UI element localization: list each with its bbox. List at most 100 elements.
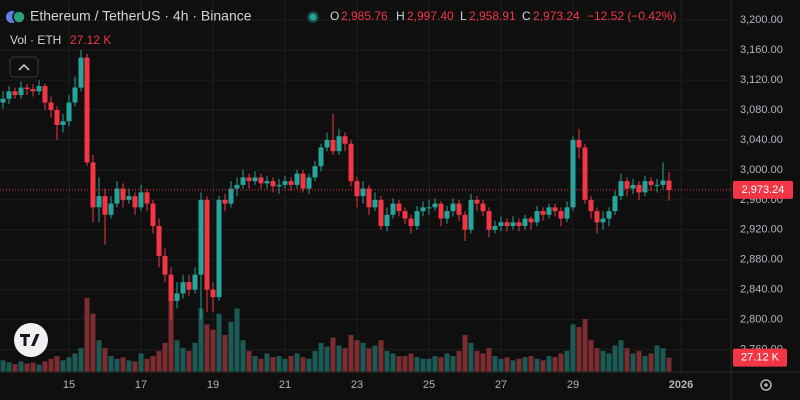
volume-bar <box>570 324 576 372</box>
volume-bar <box>270 357 276 372</box>
candle-body <box>198 199 204 275</box>
candle-body <box>456 203 462 215</box>
candle-body <box>666 180 672 190</box>
volume-bar <box>312 350 318 372</box>
volume-bar <box>282 358 288 372</box>
volume-bar <box>492 356 498 372</box>
candle-body <box>294 173 300 185</box>
volume-bar <box>552 357 558 372</box>
candles <box>0 50 672 320</box>
volume-bar <box>30 362 36 372</box>
candle-body <box>78 57 84 88</box>
candle-body <box>354 181 360 197</box>
logo[interactable] <box>14 323 48 357</box>
volume-bar <box>444 353 450 372</box>
candle-body <box>90 162 96 208</box>
candle-body <box>546 207 552 215</box>
volume-bar <box>468 342 474 372</box>
y-tick-label: 2,800.00 <box>740 314 783 326</box>
candle-body <box>258 177 264 184</box>
x-tick-label: 23 <box>351 379 363 391</box>
axes: 3,200.00 3,160.00 3,120.00 3,080.00 3,040.00… <box>0 14 793 391</box>
volume-last-box <box>733 348 787 367</box>
candle-body <box>480 203 486 212</box>
candle-body <box>222 199 228 204</box>
volume-bar <box>36 364 42 372</box>
y-tick-label: 3,040.00 <box>740 134 783 146</box>
volume-bar <box>168 282 174 372</box>
candle-body <box>42 86 48 103</box>
y-tick-label: 3,120.00 <box>740 74 783 86</box>
candle-body <box>276 184 282 187</box>
candle-body <box>606 211 612 219</box>
candle-body <box>318 147 324 167</box>
candle-body <box>72 87 78 103</box>
candle-body <box>18 87 24 96</box>
y-tick-label: 3,200.00 <box>740 14 783 26</box>
volume-bar <box>354 340 360 372</box>
legend-key: L <box>460 9 467 23</box>
candle-body <box>36 86 42 92</box>
collapse-button[interactable] <box>9 56 39 78</box>
candle-body <box>600 218 606 223</box>
volume-bar <box>84 297 90 372</box>
x-tick-label: 29 <box>567 379 579 391</box>
volume-bar <box>384 350 390 372</box>
volume-bar <box>48 358 54 372</box>
volume-bar <box>366 348 372 372</box>
candle-body <box>300 173 306 189</box>
volume-last: 27.12 K <box>70 33 111 47</box>
candle-body <box>66 102 72 122</box>
candle-body <box>108 203 114 215</box>
candle-body <box>468 199 474 230</box>
volume-bar <box>474 350 480 372</box>
legend-key: C <box>522 9 531 23</box>
candle-body <box>636 184 642 193</box>
volume-bar <box>174 340 180 372</box>
candle-body <box>654 184 660 186</box>
volume-bar <box>528 356 534 372</box>
candle-body <box>204 199 210 290</box>
candle-body <box>288 181 294 185</box>
candle-body <box>474 199 480 204</box>
x-tick-label: 2026 <box>669 379 693 391</box>
volume-bar <box>156 350 162 372</box>
candle-body <box>630 184 636 189</box>
candle-body <box>264 181 270 184</box>
last-price-box <box>733 180 793 199</box>
volume-bar <box>150 356 156 372</box>
y-tick-label: 2,840.00 <box>740 284 783 296</box>
volume-bar <box>666 357 672 372</box>
volume-bar <box>90 313 96 372</box>
candle-body <box>330 139 336 152</box>
candle-body <box>384 214 390 227</box>
candle-body <box>252 177 258 182</box>
volume-bar <box>522 357 528 372</box>
x-tick-label: 17 <box>135 379 147 391</box>
volume-bar <box>204 324 210 372</box>
legend-value: 2,973.24 <box>533 9 580 23</box>
volume-bar <box>498 358 504 372</box>
volume-bar <box>276 356 282 372</box>
volume-bar <box>486 348 492 372</box>
legend-key: O <box>330 9 339 23</box>
volume-bar <box>288 356 294 372</box>
volume-bar <box>438 357 444 372</box>
volume-bar <box>534 358 540 372</box>
candle-body <box>102 196 108 215</box>
settings-icon[interactable] <box>760 379 772 391</box>
volume-bar <box>558 353 564 372</box>
candle-body <box>618 181 624 197</box>
candle-body <box>450 203 456 212</box>
candle-body <box>180 282 186 294</box>
candle-body <box>552 207 558 212</box>
candle-body <box>186 282 192 290</box>
candle-body <box>432 203 438 208</box>
volume-bar <box>330 337 336 372</box>
volume-bar <box>192 342 198 372</box>
volume-bar <box>24 363 30 372</box>
volume-bar <box>630 353 636 372</box>
volume-bar <box>234 308 240 372</box>
volume-bar <box>408 353 414 372</box>
logo-mark <box>20 334 40 346</box>
